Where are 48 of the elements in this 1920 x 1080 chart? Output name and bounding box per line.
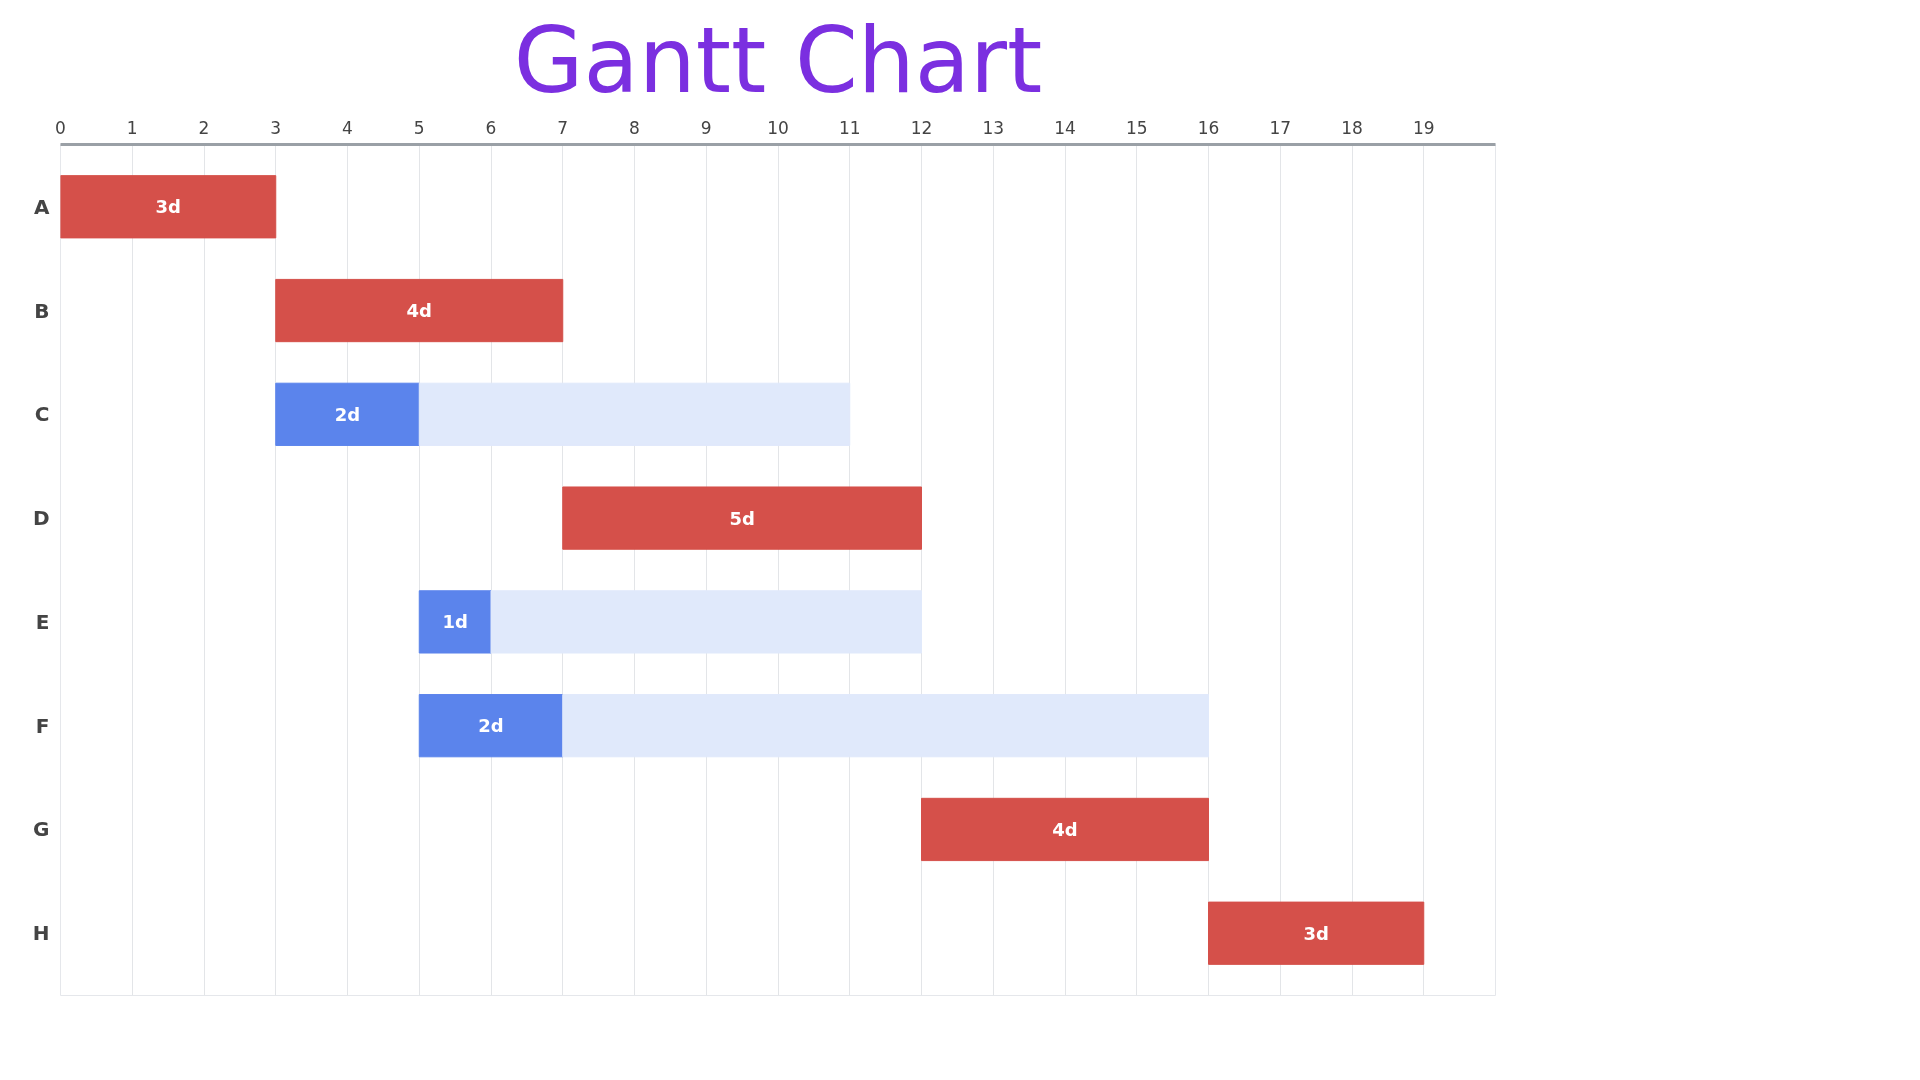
data-label: 2d	[478, 715, 504, 737]
y-tick-label: C	[34, 402, 50, 427]
x-tick-label: 15	[1125, 117, 1148, 138]
bar	[562, 694, 1209, 758]
bar	[418, 694, 564, 758]
x-tick-label: 16	[1197, 117, 1220, 138]
x-tick-label: 3	[270, 117, 282, 138]
x-tick-label: 11	[838, 117, 861, 138]
x-tick-label: 18	[1341, 117, 1363, 138]
chart-title: Gantt Chart	[513, 7, 1043, 113]
bar	[418, 382, 851, 446]
data-label: 2d	[334, 403, 361, 425]
bar	[418, 590, 492, 654]
x-tick-label: 10	[767, 117, 789, 138]
data-label: 5d	[729, 507, 755, 529]
y-tick-label: G	[33, 817, 50, 842]
x-tick-label: 19	[1412, 117, 1435, 138]
x-tick-label: 17	[1269, 117, 1292, 138]
x-tick-label: 1	[126, 117, 138, 138]
bar	[60, 175, 277, 239]
x-tick-label: 14	[1054, 117, 1076, 138]
y-tick-label: E	[35, 609, 50, 634]
bar	[490, 590, 922, 654]
data-label: 3d	[1303, 922, 1329, 944]
bar	[275, 278, 564, 343]
x-tick-label: 8	[629, 117, 640, 138]
x-tick-label: 2	[198, 117, 210, 138]
y-tick-label: H	[32, 921, 50, 946]
data-label: 3d	[155, 196, 181, 218]
x-tick-label: 4	[342, 117, 353, 138]
bar	[1208, 901, 1425, 965]
x-tick-label: 5	[413, 117, 425, 138]
bar	[275, 382, 420, 446]
y-tick-label: F	[35, 713, 50, 738]
bar	[562, 486, 922, 550]
y-tick-label: B	[34, 298, 50, 323]
x-tick-label: 0	[55, 117, 66, 138]
x-tick-label: 12	[910, 117, 933, 138]
x-tick-label: 13	[982, 117, 1005, 138]
bar	[921, 797, 1209, 862]
x-tick-label: 7	[557, 117, 569, 138]
y-tick-label: A	[34, 194, 51, 219]
data-label: 4d	[406, 300, 432, 322]
y-tick-label: D	[32, 506, 50, 531]
x-tick-label: 6	[485, 117, 497, 138]
x-tick-label: 9	[700, 117, 712, 138]
data-label: 4d	[1052, 818, 1078, 840]
data-label: 1d	[442, 611, 468, 633]
